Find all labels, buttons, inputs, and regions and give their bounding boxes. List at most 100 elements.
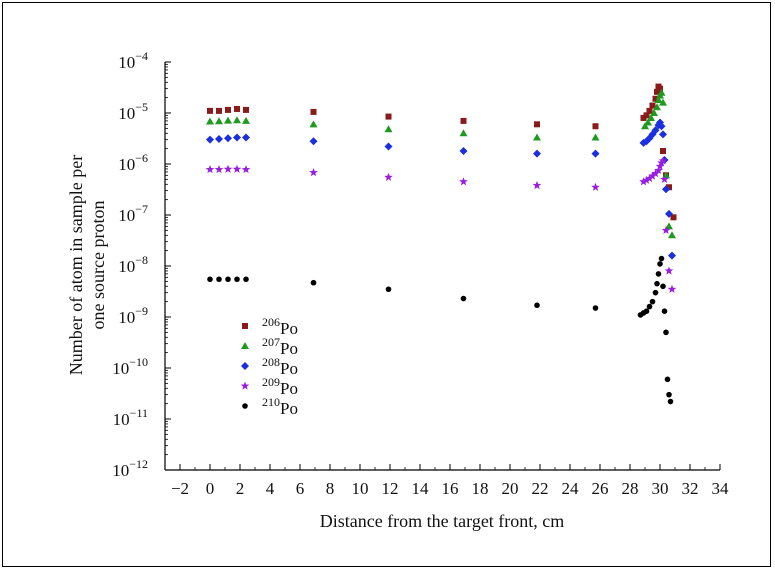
data-point-210 xyxy=(663,329,669,336)
data-point-208 xyxy=(657,122,666,131)
legend-marker-210 xyxy=(242,403,248,409)
x-tick-label: 6 xyxy=(296,479,305,498)
data-point-210 xyxy=(660,283,666,290)
data-point-208 xyxy=(215,134,223,143)
x-tick-label: 34 xyxy=(712,479,730,498)
data-point-206 xyxy=(643,112,650,119)
data-point-208 xyxy=(384,142,393,151)
data-point-209 xyxy=(642,175,651,184)
y-tick-label: 10−11 xyxy=(113,406,148,429)
series-208 xyxy=(206,118,676,260)
legend-label-208: 208Po xyxy=(262,355,298,378)
data-point-210 xyxy=(661,308,668,314)
data-point-206 xyxy=(646,107,653,114)
data-point-210 xyxy=(310,279,317,286)
legend-label-206: 206Po xyxy=(262,315,298,338)
series-209 xyxy=(205,156,677,293)
data-point-207 xyxy=(459,129,468,137)
y-ticks: 10−4 10−5 10−6 10−7 10−8 10−9 10−10 10−11 10−12 xyxy=(112,49,171,480)
data-point-210 xyxy=(649,298,656,305)
x-tick-label: 14 xyxy=(412,479,430,498)
data-point-208 xyxy=(665,209,673,218)
data-point-210 xyxy=(207,276,213,283)
data-point-207 xyxy=(206,117,214,125)
series-206 xyxy=(207,83,677,221)
data-point-207 xyxy=(224,116,232,124)
x-tick-label: −2 xyxy=(171,479,189,498)
data-point-209 xyxy=(309,168,318,177)
data-point-210 xyxy=(654,280,660,287)
data-point-209 xyxy=(232,164,242,173)
data-point-209 xyxy=(532,180,542,190)
data-point-210 xyxy=(655,271,662,277)
y-tick-label: 10−6 xyxy=(118,151,148,174)
data-point-209 xyxy=(214,165,224,174)
y-axis-label: Number of atom in sample per one source … xyxy=(66,155,108,375)
data-point-210 xyxy=(460,295,467,302)
data-point-208 xyxy=(459,146,468,155)
data-point-206 xyxy=(243,106,249,113)
legend-label-207: 207Po xyxy=(262,335,298,358)
data-point-208 xyxy=(668,251,676,260)
data-point-209 xyxy=(459,177,468,186)
data-point-209 xyxy=(664,266,674,275)
data-point-208 xyxy=(309,137,318,146)
x-tick-label: 12 xyxy=(382,479,399,498)
data-point-207 xyxy=(659,98,667,106)
data-point-209 xyxy=(384,172,393,181)
data-point-209 xyxy=(661,225,671,234)
y-tick-label: 10−5 xyxy=(118,100,148,123)
data-point-209 xyxy=(654,165,663,175)
data-point-208 xyxy=(206,135,214,144)
data-point-208 xyxy=(659,130,667,139)
y-axis-label-line-1: Number of atom in sample per xyxy=(66,155,86,375)
data-point-208 xyxy=(533,149,541,158)
data-point-210 xyxy=(664,376,671,383)
data-point-210 xyxy=(657,261,663,267)
data-point-207 xyxy=(215,117,223,125)
data-point-209 xyxy=(223,164,233,173)
data-point-206 xyxy=(534,121,540,128)
data-point-210 xyxy=(234,276,240,283)
x-tick-label: 30 xyxy=(652,479,669,498)
data-point-209 xyxy=(639,177,648,186)
x-tick-label: 28 xyxy=(622,479,639,498)
data-point-209 xyxy=(658,156,668,165)
data-point-209 xyxy=(645,173,654,183)
data-point-207 xyxy=(647,113,655,121)
data-point-207 xyxy=(650,109,658,116)
data-point-207 xyxy=(668,231,676,239)
legend-marker-207 xyxy=(241,342,249,349)
y-tick-label: 10−8 xyxy=(118,253,148,276)
data-point-207 xyxy=(657,88,666,96)
x-tick-label: 2 xyxy=(236,479,245,498)
x-tick-label: 16 xyxy=(442,479,459,498)
series-210 xyxy=(207,255,674,405)
data-point-206 xyxy=(216,107,222,114)
x-ticks: −2 0 2 4 6 8 10 12 14 16 18 20 22 24 26 28 30 32 34 xyxy=(164,464,730,498)
data-point-207 xyxy=(233,116,241,124)
y-tick-label: 10−12 xyxy=(112,457,148,480)
data-point-207 xyxy=(242,116,250,124)
data-point-206 xyxy=(654,88,660,95)
data-point-208 xyxy=(651,126,660,135)
x-tick-label: 26 xyxy=(592,479,609,498)
data-point-207 xyxy=(533,133,541,141)
data-point-210 xyxy=(658,255,665,262)
data-point-206 xyxy=(592,123,599,130)
data-point-206 xyxy=(385,113,392,120)
data-point-209 xyxy=(655,161,665,170)
data-point-207 xyxy=(309,120,318,128)
data-point-208 xyxy=(662,185,670,194)
x-tick-label: 20 xyxy=(502,479,519,498)
y-axis-label-line-2: one source proton xyxy=(88,201,108,330)
data-point-208 xyxy=(224,134,232,143)
data-point-208 xyxy=(591,149,600,158)
data-point-207 xyxy=(644,118,652,126)
data-point-206 xyxy=(660,147,666,154)
data-point-210 xyxy=(216,276,222,283)
y-tick-label: 10−4 xyxy=(118,49,148,72)
data-point-208 xyxy=(242,133,250,142)
